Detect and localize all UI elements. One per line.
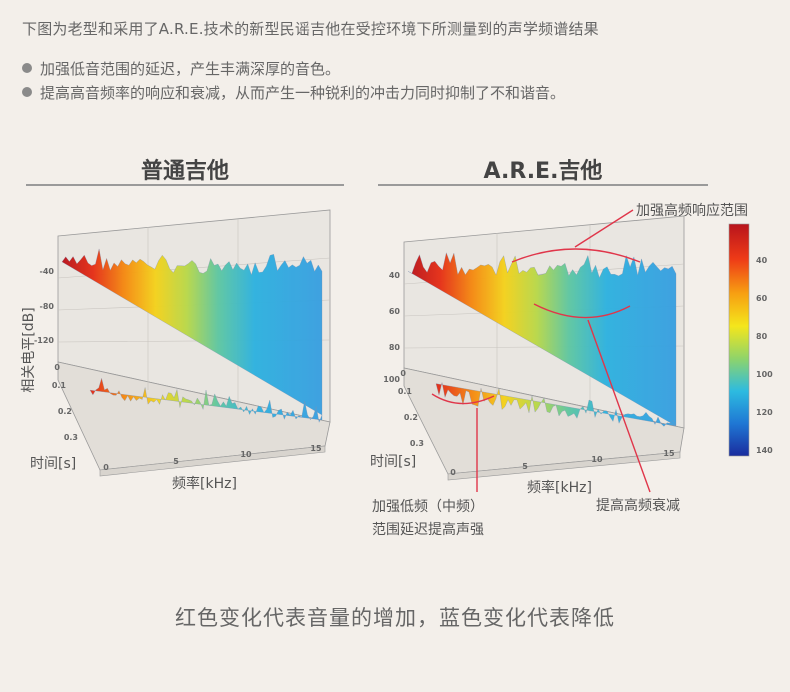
plot-standard <box>57 209 331 477</box>
leader-line <box>574 209 634 248</box>
y-tick-label: 0.3 <box>64 433 78 442</box>
x-tick-label: 15 <box>310 444 322 453</box>
chart-title-standard: 普通吉他 <box>140 159 229 184</box>
y-tick-label: 0 <box>400 369 406 378</box>
annotation-high-band: 加强高频响应范围 <box>636 202 748 219</box>
x-tick-label: 0 <box>450 468 456 477</box>
annotation-high-decay: 提高高频衰减 <box>596 497 680 514</box>
bullet-item: 加强低音范围的延迟，产生丰满深厚的音色。 <box>22 58 340 79</box>
y-axis-label: 时间[s] <box>370 454 416 470</box>
colorbar <box>728 223 750 457</box>
y-tick-label: 0.2 <box>58 407 72 416</box>
colorbar-tick-label: 60 <box>756 294 768 303</box>
z-tick-label: -40 <box>40 267 55 276</box>
z-tick-label: -120 <box>34 336 54 345</box>
z-tick-label: 80 <box>389 343 401 352</box>
bullet-item: 提高高音频率的响应和衰减，从而产生一种锐利的冲击力同时抑制了不和谐音。 <box>22 82 565 103</box>
y-tick-label: 0.3 <box>410 439 424 448</box>
y-axis-label: 时间[s] <box>30 456 76 472</box>
z-tick-label: 40 <box>389 271 401 280</box>
spectrum-surface <box>407 252 677 427</box>
x-tick-label: 5 <box>173 457 179 466</box>
annotation-low-band-1: 加强低频（中频） <box>372 499 484 515</box>
x-tick-label: 0 <box>103 463 109 472</box>
bullet-dot-icon <box>22 87 32 97</box>
colorbar-tick-label: 100 <box>756 370 773 379</box>
z-tick-label: 100 <box>383 375 400 384</box>
z-tick-label: -80 <box>40 302 55 311</box>
colorbar-tick-label: 140 <box>756 446 773 455</box>
front-edge <box>99 445 326 477</box>
title-underline <box>378 184 708 186</box>
bullet-text: 提高高音频率的响应和衰减，从而产生一种锐利的冲击力同时抑制了不和谐音。 <box>40 84 566 102</box>
x-tick-label: 15 <box>663 449 675 458</box>
colorbar-tick-label: 120 <box>756 408 773 417</box>
x-tick-label: 10 <box>591 455 603 464</box>
low-band-arc <box>431 393 495 405</box>
front-edge <box>447 451 681 481</box>
bullet-text: 加强低音范围的延迟，产生丰满深厚的音色。 <box>40 60 341 78</box>
z-tick-label: 60 <box>389 307 401 316</box>
high-band-arc <box>511 248 641 263</box>
annotation-low-band-2: 范围延迟提高声强 <box>372 521 484 538</box>
y-tick-label: 0.2 <box>404 413 418 422</box>
title-underline <box>26 184 344 186</box>
z-axis-label: 相关电平[dB] <box>21 307 37 392</box>
colorbar-tick-label: 40 <box>756 256 768 265</box>
high-decay-arc <box>533 303 631 319</box>
y-tick-label: 0.1 <box>398 387 413 396</box>
intro-text: 下图为老型和采用了A.R.E.技术的新型民谣吉他在受控环境下所测量到的声学频谱结… <box>22 20 599 38</box>
spectrum-surface <box>61 248 323 423</box>
footer-caption: 红色变化代表音量的增加，蓝色变化代表降低 <box>175 606 615 630</box>
y-tick-label: 0.1 <box>52 381 67 390</box>
plot-are <box>403 215 685 481</box>
annotations <box>431 209 651 493</box>
x-axis-label: 频率[kHz] <box>172 475 237 492</box>
x-tick-label: 10 <box>240 450 252 459</box>
x-tick-label: 5 <box>522 462 528 471</box>
chart-title-are: A.R.E.吉他 <box>483 159 603 184</box>
colorbar-tick-label: 80 <box>756 332 768 341</box>
x-axis-label: 频率[kHz] <box>527 479 592 496</box>
y-tick-label: 0 <box>54 363 60 372</box>
leader-line <box>587 319 651 493</box>
bullet-dot-icon <box>22 63 32 73</box>
